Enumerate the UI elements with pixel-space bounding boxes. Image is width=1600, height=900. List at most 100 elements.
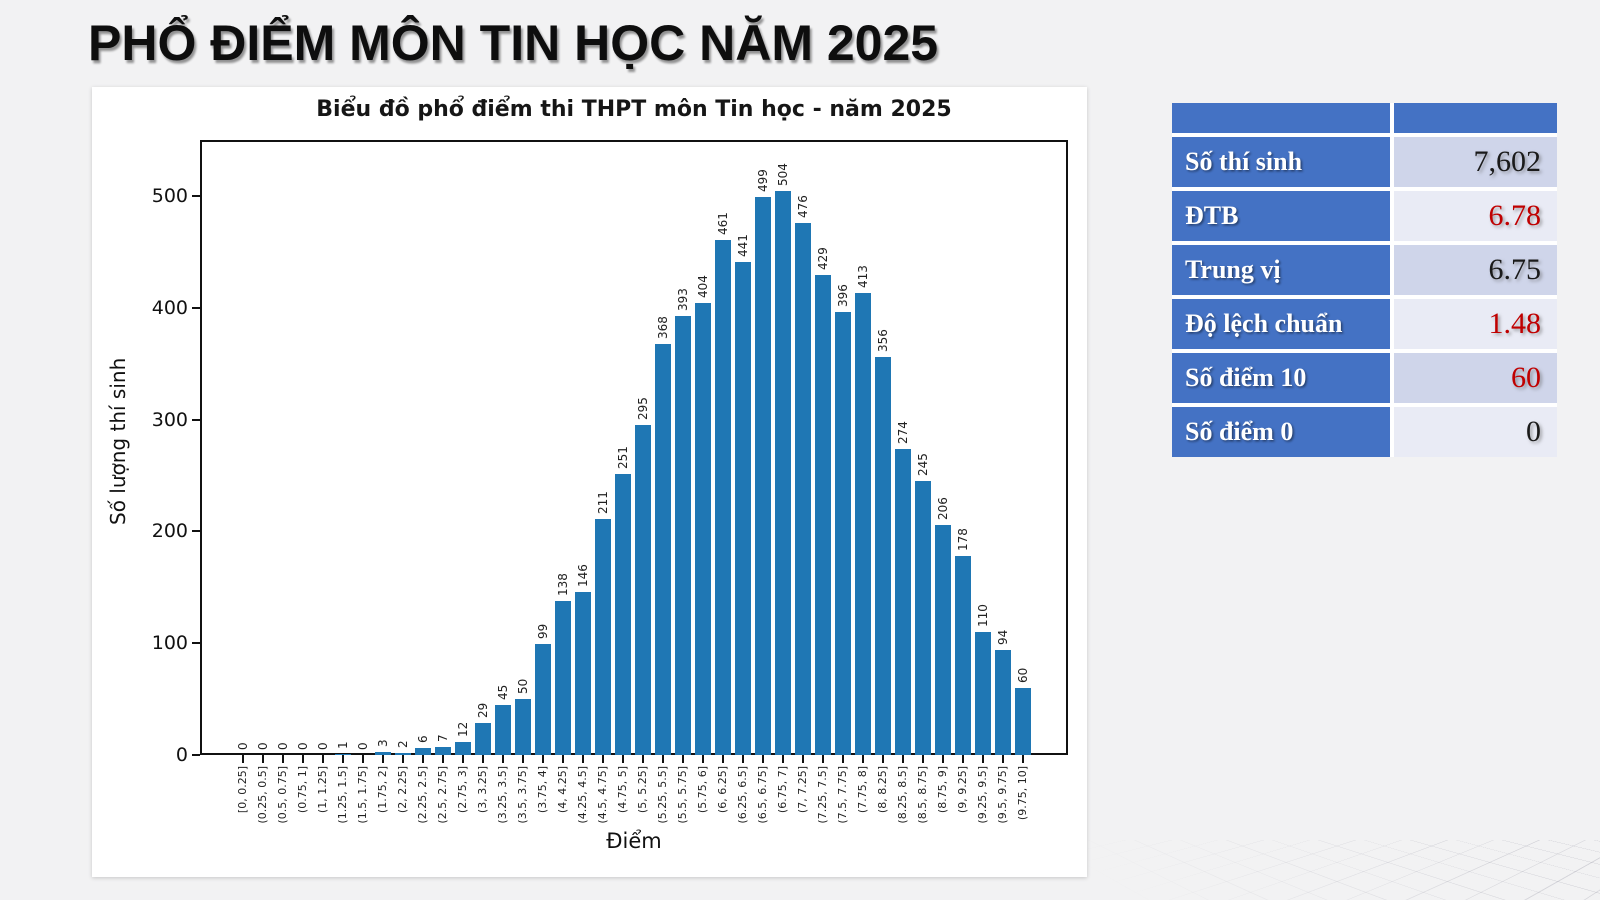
x-tick-label: (8.25, 8.5] [896,766,909,824]
histogram-bar [715,240,731,755]
page-title: PHỔ ĐIỂM MÔN TIN HỌC NĂM 2025 [88,15,939,71]
bar-value-label: 368 [656,316,670,339]
bar-value-label: 461 [716,212,730,235]
histogram-bar [475,723,491,755]
y-tick-mark [192,418,200,421]
bar-value-label: 413 [856,265,870,288]
x-tick-mark [482,755,484,763]
y-tick-mark [192,754,200,756]
x-tick-mark [962,755,964,763]
bar-value-label: 138 [556,573,570,596]
bar-value-label: 356 [876,329,890,352]
y-tick-label: 0 [175,744,188,766]
histogram-bar [915,481,931,755]
x-tick-mark [242,755,244,763]
histogram-bar [1015,688,1031,755]
histogram-bar [735,262,751,755]
x-tick-label: (0.5, 0.75] [276,766,289,824]
x-tick-mark [382,755,384,763]
x-tick-mark [942,755,944,763]
x-tick-label: (5, 5.25] [636,766,649,814]
x-tick-label: (4.25, 4.5] [576,766,589,824]
x-tick-label: (9, 9.25] [956,766,969,814]
bar-value-label: 0 [296,742,310,750]
bar-value-label: 404 [696,275,710,298]
y-tick-mark [192,194,200,197]
histogram-bar [395,753,411,755]
bar-value-label: 3 [376,739,390,747]
bar-value-label: 274 [896,421,910,444]
bar-value-label: 99 [536,623,550,639]
y-tick-mark [192,306,200,309]
x-tick-label: (2.25, 2.5] [416,766,429,824]
x-tick-label: (9.5, 9.75] [996,766,1009,824]
x-tick-mark [622,755,624,763]
x-tick-mark [542,755,544,763]
x-tick-label: (2.75, 3] [456,766,469,814]
x-tick-mark [662,755,664,763]
histogram-bar [415,748,431,755]
x-tick-label: (7, 7.25] [796,766,809,814]
histogram-bar [455,742,471,755]
x-tick-label: (9.75, 10] [1016,766,1029,821]
x-tick-label: (3.75, 4] [536,766,549,814]
bar-value-label: 12 [456,721,470,737]
bar-value-label: 45 [496,684,510,700]
x-tick-label: (3.25, 3.5] [496,766,509,824]
y-tick-mark [192,642,200,645]
table-header-value-cell [1394,103,1557,133]
x-tick-label: (2.5, 2.75] [436,766,449,824]
table-row-label: Số thí sinh [1172,137,1390,187]
x-tick-label: (8.75, 9] [936,766,949,814]
x-tick-mark [682,755,684,763]
x-tick-label: (7.5, 7.75] [836,766,849,824]
x-tick-label: (6.5, 6.75] [756,766,769,824]
histogram-bar [855,293,871,755]
x-tick-mark [982,755,984,763]
x-tick-mark [902,755,904,763]
x-tick-mark [262,755,264,763]
histogram-bar [595,519,611,755]
x-tick-mark [602,755,604,763]
bar-value-label: 441 [736,234,750,257]
bar-value-label: 178 [956,528,970,551]
x-tick-mark [742,755,744,763]
x-tick-mark [922,755,924,763]
x-axis-label: Điểm [606,829,662,853]
table-row-value: 0 [1394,407,1557,457]
bar-value-label: 29 [476,702,490,718]
table-row-label: Độ lệch chuẩn [1172,299,1390,349]
x-tick-mark [442,755,444,763]
x-tick-label: (8.5, 8.75] [916,766,929,824]
table-row-value: 7,602 [1394,137,1557,187]
x-tick-label: (1, 1.25] [316,766,329,814]
plot-area [200,140,1068,755]
x-tick-mark [562,755,564,763]
histogram-bar [495,705,511,755]
x-tick-label: (0.25, 0.5] [256,766,269,824]
x-tick-mark [842,755,844,763]
histogram-bar [615,474,631,755]
x-tick-label: (8, 8.25] [876,766,889,814]
x-tick-mark [582,755,584,763]
bar-value-label: 50 [516,678,530,694]
x-tick-label: (4.75, 5] [616,766,629,814]
histogram-bar [935,525,951,755]
bar-value-label: 1 [336,741,350,749]
x-tick-label: (4.5, 4.75] [596,766,609,824]
x-tick-mark [422,755,424,763]
x-tick-mark [882,755,884,763]
bar-value-label: 7 [436,734,450,742]
y-tick-label: 100 [151,632,188,655]
table-row-label: Số điểm 10 [1172,353,1390,403]
table-row-value: 6.78 [1394,191,1557,241]
bar-value-label: 429 [816,247,830,270]
x-tick-mark [502,755,504,763]
histogram-bar [575,592,591,755]
bar-value-label: 60 [1016,667,1030,683]
histogram-bar [675,316,691,755]
x-tick-mark [462,755,464,763]
bar-value-label: 2 [396,740,410,748]
x-tick-label: (6.25, 6.5] [736,766,749,824]
chart-title: Biểu đồ phổ điểm thi THPT môn Tin học - … [316,97,952,122]
